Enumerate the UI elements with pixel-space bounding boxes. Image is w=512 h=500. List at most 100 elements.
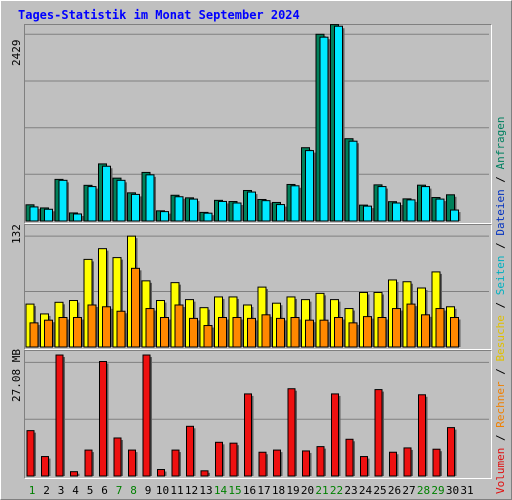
bar-volumen (316, 446, 325, 477)
x-tick-label: 15 (228, 484, 241, 497)
x-tick-label: 24 (359, 484, 373, 497)
x-tick-label: 12 (185, 484, 198, 497)
bar-volumen (55, 354, 64, 477)
x-tick-label: 1 (29, 484, 36, 497)
bar-dateien (348, 140, 358, 222)
x-tick-label: 20 (301, 484, 314, 497)
bar-rechner (87, 304, 97, 348)
bar-rechner (363, 316, 372, 348)
x-tick-label: 9 (145, 484, 152, 497)
bar-dateien (102, 165, 111, 222)
bar-dateien (87, 186, 97, 222)
x-tick-label: 10 (156, 484, 169, 497)
bar-volumen (26, 430, 35, 477)
bar-volumen (258, 451, 267, 477)
bar-volumen (171, 449, 180, 477)
x-tick-label: 23 (344, 484, 357, 497)
bar-volumen (360, 456, 368, 477)
bar-volumen (99, 361, 107, 477)
bar-dateien (406, 199, 416, 222)
bar-dateien (290, 185, 300, 222)
bar-dateien (189, 198, 198, 222)
bar-rechner (435, 308, 445, 348)
bar-dateien (58, 179, 68, 222)
bar-dateien (73, 213, 82, 222)
bar-dateien (145, 174, 155, 222)
bar-volumen (418, 394, 426, 477)
x-tick-label: 30 (446, 484, 459, 497)
bar-rechner (73, 317, 82, 348)
bar-dateien (232, 202, 242, 222)
bar-volumen (273, 449, 281, 477)
bar-dateien (305, 150, 314, 222)
bar-dateien (203, 212, 213, 222)
bar-volumen (200, 470, 209, 477)
x-tick-label: 7 (116, 484, 123, 497)
bar-rechner (421, 314, 430, 348)
bar-dateien (116, 179, 126, 222)
x-tick-label: 2 (43, 484, 50, 497)
bar-dateien (247, 191, 256, 222)
bar-volumen (113, 437, 122, 477)
x-tick-label: 6 (101, 484, 108, 497)
bar-rechner (334, 317, 343, 348)
bar-volumen (215, 441, 223, 477)
bar-dateien (392, 202, 401, 222)
bar-dateien (435, 198, 445, 222)
bar-volumen (287, 388, 296, 477)
bar-volumen (157, 469, 165, 477)
bar-dateien (334, 25, 343, 222)
bar-rechner (406, 303, 416, 348)
x-tick-label: 17 (257, 484, 270, 497)
x-tick-label: 29 (431, 484, 444, 497)
bar-volumen (186, 425, 194, 477)
bar-volumen (331, 393, 339, 477)
bar-volumen (432, 448, 441, 477)
bar-volumen (128, 449, 136, 477)
bar-rechner (450, 317, 459, 348)
bar-dateien (421, 186, 430, 222)
bar-rechner (319, 319, 329, 348)
bar-volumen (41, 456, 49, 477)
bar-rechner (131, 267, 140, 348)
bar-rechner (160, 317, 169, 348)
x-tick-label: 11 (170, 484, 183, 497)
x-tick-label: 26 (388, 484, 401, 497)
bar-volumen (229, 442, 238, 477)
bar-dateien (377, 186, 387, 222)
bar-volumen (142, 354, 151, 477)
bar-dateien (261, 200, 271, 222)
bar-volumen (70, 471, 78, 477)
x-tick-label: 5 (87, 484, 94, 497)
x-tick-label: 3 (58, 484, 65, 497)
bar-rechner (29, 322, 39, 348)
bar-rechner (174, 304, 184, 348)
x-tick-label: 19 (286, 484, 299, 497)
bar-volumen (403, 447, 412, 477)
bar-volumen (244, 393, 252, 477)
bar-rechner (145, 308, 155, 348)
bar-rechner (203, 325, 213, 348)
bar-volumen (374, 389, 383, 477)
bar-rechner (102, 306, 111, 348)
bar-rechner (305, 319, 314, 348)
x-tick-label: 31 (460, 484, 473, 497)
bar-rechner (261, 314, 271, 348)
chart-title: Tages-Statistik im Monat September 2024 (18, 8, 300, 22)
bar-rechner (189, 317, 198, 348)
bar-dateien (160, 211, 169, 222)
x-tick-label: 22 (330, 484, 343, 497)
x-tick-label: 4 (72, 484, 79, 497)
bar-volumen (447, 427, 455, 477)
bar-volumen (389, 451, 397, 477)
bar-rechner (116, 310, 126, 348)
bar-rechner (218, 317, 227, 348)
x-tick-label: 28 (417, 484, 430, 497)
x-tick-label: 21 (315, 484, 328, 497)
bar-rechner (377, 317, 387, 348)
bar-dateien (218, 200, 227, 222)
bar-rechner (392, 308, 401, 348)
x-tick-label: 14 (214, 484, 228, 497)
bar-volumen (345, 438, 354, 477)
